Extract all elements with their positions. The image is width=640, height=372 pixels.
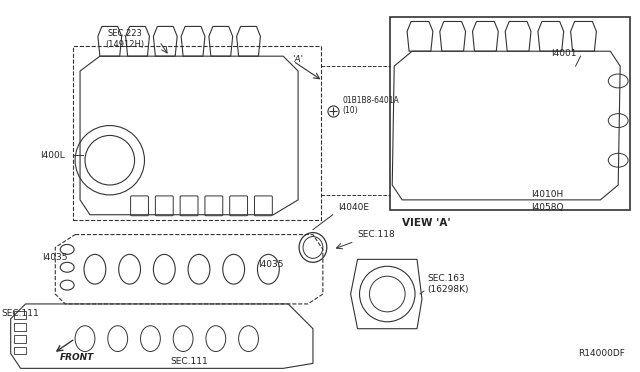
Text: l4058Q: l4058Q: [531, 203, 563, 212]
Bar: [13, 311, 26, 319]
Bar: [73, 46, 321, 220]
Text: l4001: l4001: [551, 49, 576, 58]
Text: l4035: l4035: [42, 253, 67, 262]
Text: 'A': 'A': [292, 55, 303, 64]
Bar: [390, 16, 630, 210]
Text: SEC.223
(14912H): SEC.223 (14912H): [105, 29, 144, 49]
Text: FRONT: FRONT: [60, 353, 95, 362]
Text: R14000DF: R14000DF: [579, 349, 625, 359]
Bar: [13, 323, 26, 331]
Bar: [13, 347, 26, 355]
Text: SEC.163
(16298K): SEC.163 (16298K): [427, 275, 468, 294]
Text: SEC.118: SEC.118: [358, 230, 396, 239]
Text: SEC.111: SEC.111: [170, 357, 208, 366]
Text: SEC.111: SEC.111: [2, 309, 40, 318]
Text: l4035: l4035: [259, 260, 284, 269]
Text: VIEW 'A': VIEW 'A': [402, 218, 451, 228]
Text: l400L: l400L: [40, 151, 65, 160]
Text: l4010H: l4010H: [531, 190, 563, 199]
Text: 01B1B8-6401A
(10): 01B1B8-6401A (10): [342, 96, 399, 115]
Bar: [13, 335, 26, 343]
Text: l4040E: l4040E: [338, 203, 369, 212]
